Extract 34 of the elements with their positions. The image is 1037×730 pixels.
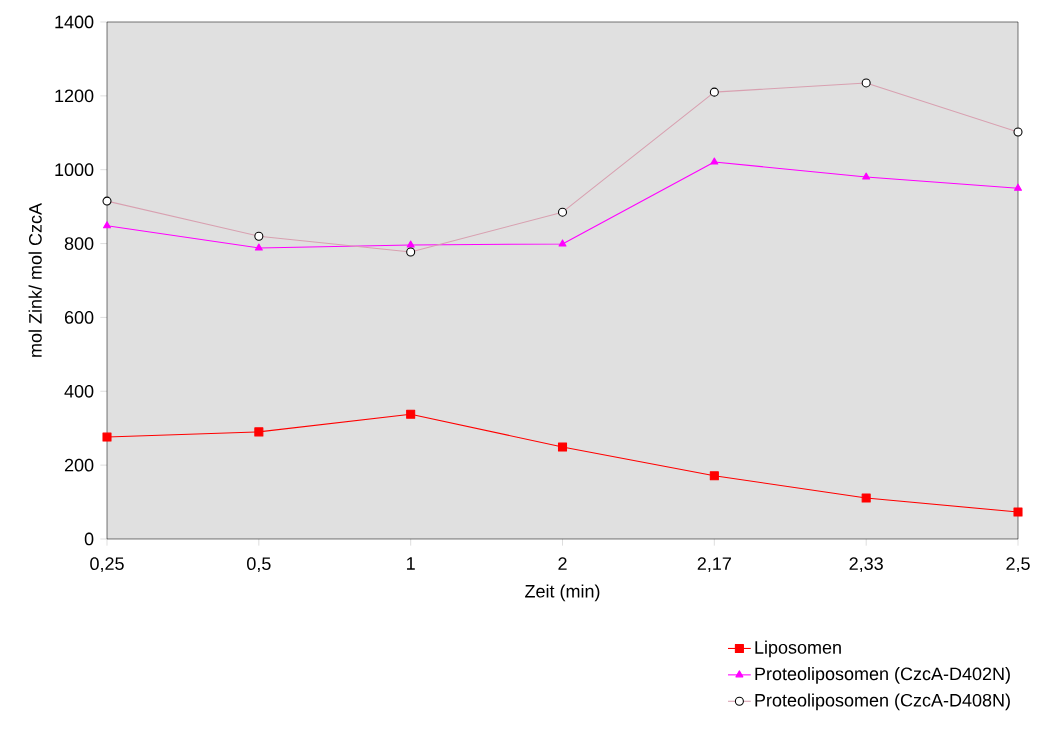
x-tick-label: 2,5 — [1006, 557, 1030, 573]
point — [1014, 183, 1023, 191]
y-tick-label: 0 — [84, 532, 94, 546]
point — [1013, 507, 1023, 517]
y-tick-label: 600 — [64, 311, 94, 324]
x-tick-label: 1 — [407, 557, 415, 570]
y-tick-label: 1400 — [55, 15, 94, 29]
y-tick-label: 1000 — [55, 163, 94, 177]
point — [102, 432, 112, 442]
point — [709, 471, 719, 481]
legend-label: Liposomen — [755, 640, 841, 658]
point — [557, 442, 568, 452]
point — [406, 240, 415, 248]
x-tick-label: 0,25 — [90, 557, 124, 573]
point — [254, 243, 263, 251]
point — [862, 172, 871, 180]
x-tick-label: 0,5 — [247, 557, 271, 573]
y-tick-label: 200 — [64, 458, 94, 472]
point — [254, 427, 264, 437]
y-axis-title: mol Zink/ mol CzcA — [28, 203, 42, 357]
x-tick-label: 2,33 — [849, 557, 883, 573]
point — [103, 221, 112, 229]
x-tick-label: 2 — [558, 557, 567, 570]
point — [861, 493, 871, 503]
x-axis-title: Zeit (min) — [525, 584, 600, 602]
y-tick-label: 1200 — [55, 89, 94, 103]
y-tick-label: 800 — [64, 237, 94, 250]
point — [558, 239, 567, 247]
x-tick-label: 2,17 — [697, 557, 731, 573]
point — [406, 409, 416, 419]
y-tick-label: 400 — [64, 384, 94, 398]
legend-label: Proteoliposomen (CzcA-D402N) — [755, 666, 1010, 684]
point — [710, 157, 719, 165]
legend-label: Proteoliposomen (CzcA-D408N) — [755, 693, 1010, 711]
